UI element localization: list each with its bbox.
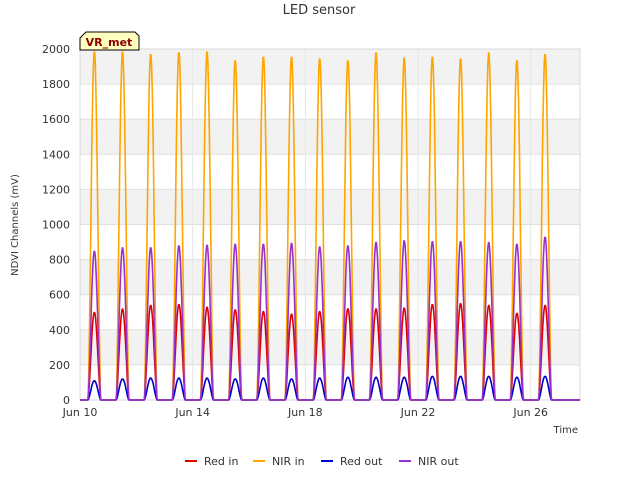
- x-tick-label: Jun 10: [62, 406, 98, 419]
- series-lines: [79, 51, 581, 401]
- x-tick-label: Jun 14: [174, 406, 210, 419]
- x-tick-label: Jun 22: [400, 406, 436, 419]
- y-tick-label: 600: [49, 289, 70, 302]
- y-tick-label: 0: [63, 394, 70, 407]
- legend-label: NIR in: [272, 455, 305, 468]
- y-tick-label: 200: [49, 359, 70, 372]
- legend-label: Red in: [204, 455, 238, 468]
- y-tick-label: 1200: [42, 183, 70, 196]
- x-tick-label: Jun 26: [512, 406, 548, 419]
- chart-title: LED sensor: [283, 3, 356, 18]
- y-axis-label: NDVI Channels (mV): [10, 174, 21, 276]
- grid-band: [80, 49, 580, 85]
- x-tick-label: Jun 18: [287, 406, 323, 419]
- y-tick-label: 400: [49, 324, 70, 337]
- legend-label: NIR out: [418, 455, 459, 468]
- grid-band: [80, 259, 580, 295]
- series-line: [79, 236, 581, 401]
- y-tick-label: 1800: [42, 78, 70, 91]
- x-axis-ticks: Jun 10 Jun 14 Jun 18 Jun 22 Jun 26: [62, 406, 548, 419]
- y-tick-label: 1000: [42, 219, 70, 232]
- y-tick-label: 2000: [42, 43, 70, 56]
- grid-band: [80, 119, 580, 155]
- y-axis-ticks: 0 200 400 600 800 1000 1200 1400 1600 1800 2000: [42, 43, 70, 407]
- badge-label: VR_met: [86, 36, 133, 49]
- legend-label: Red out: [340, 455, 383, 468]
- x-axis-label: Time: [553, 425, 578, 436]
- y-tick-label: 1400: [42, 148, 70, 161]
- y-tick-label: 800: [49, 254, 70, 267]
- grid-band: [80, 329, 580, 365]
- vr-met-badge: VR_met: [79, 31, 140, 51]
- grid-band: [80, 189, 580, 225]
- y-tick-label: 1600: [42, 113, 70, 126]
- legend: Red in NIR in Red out NIR out: [185, 455, 459, 468]
